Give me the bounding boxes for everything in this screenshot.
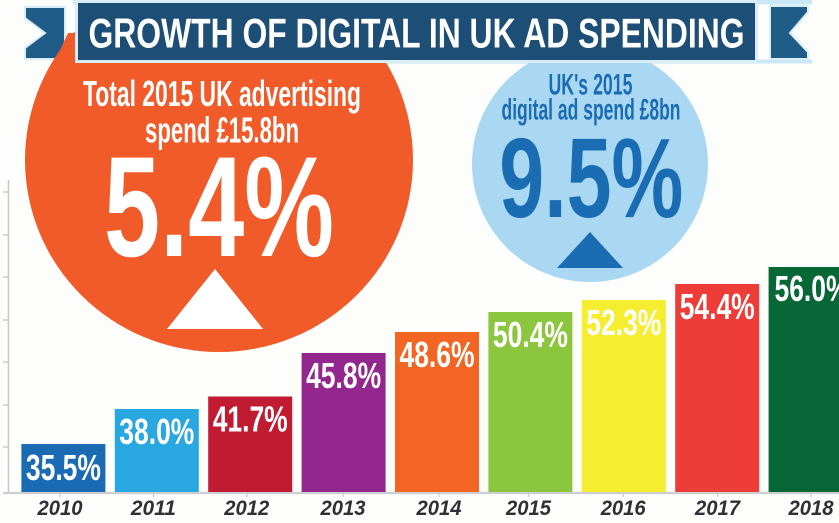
svg-text:54.4%: 54.4% — [680, 286, 755, 327]
svg-text:2013: 2013 — [320, 497, 366, 520]
svg-text:2018: 2018 — [788, 497, 834, 520]
svg-text:41.7%: 41.7% — [213, 399, 288, 440]
svg-text:9.5%: 9.5% — [499, 115, 683, 241]
svg-text:2016: 2016 — [600, 497, 646, 520]
svg-text:48.6%: 48.6% — [400, 334, 475, 375]
svg-text:38.0%: 38.0% — [119, 411, 194, 452]
svg-text:Total 2015 UK advertising: Total 2015 UK advertising — [83, 73, 361, 114]
svg-text:50.4%: 50.4% — [493, 314, 568, 355]
svg-text:spend £15.8bn: spend £15.8bn — [145, 110, 299, 151]
svg-text:GROWTH OF DIGITAL IN UK AD SPE: GROWTH OF DIGITAL IN UK AD SPENDING — [89, 10, 745, 57]
svg-text:45.8%: 45.8% — [306, 355, 381, 396]
svg-text:35.5%: 35.5% — [26, 447, 101, 488]
svg-text:2015: 2015 — [505, 497, 551, 520]
svg-text:56.0%: 56.0% — [775, 268, 839, 309]
svg-text:UK's 2015: UK's 2015 — [549, 69, 633, 102]
svg-text:52.3%: 52.3% — [586, 302, 661, 343]
svg-text:digital ad spend £8bn: digital ad spend £8bn — [502, 94, 681, 127]
svg-text:5.4%: 5.4% — [104, 128, 334, 287]
svg-text:2014: 2014 — [416, 497, 462, 520]
svg-text:2017: 2017 — [694, 497, 741, 520]
svg-text:2012: 2012 — [223, 497, 269, 520]
svg-text:2011: 2011 — [130, 497, 176, 520]
svg-text:2010: 2010 — [37, 497, 83, 520]
